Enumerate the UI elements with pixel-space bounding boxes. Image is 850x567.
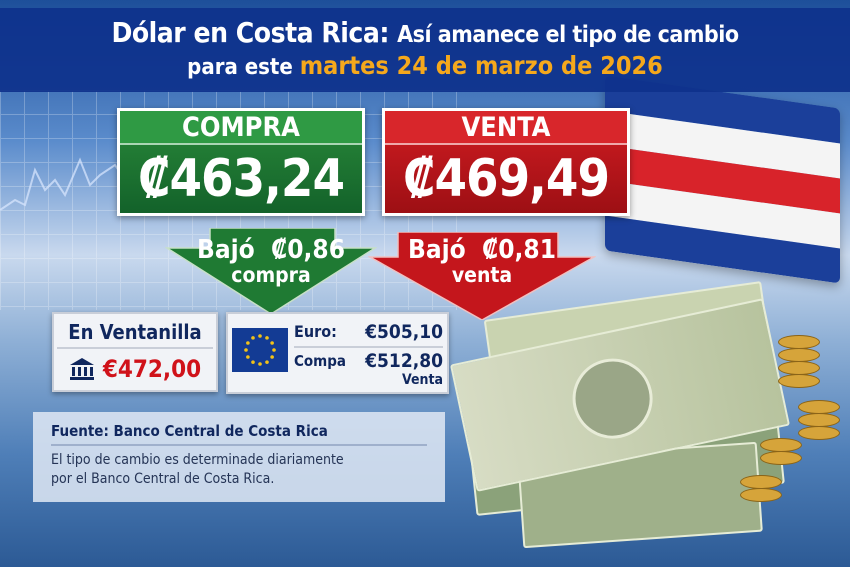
- star: [265, 336, 269, 340]
- bank-icon: [69, 358, 94, 380]
- star: [258, 334, 262, 338]
- euro-venta-value: €512,80: [365, 350, 443, 372]
- star: [258, 362, 262, 366]
- euro-venta-label: Venta: [401, 372, 443, 388]
- compra-label: COMPRA: [120, 111, 362, 145]
- venta-label: VENTA: [385, 111, 627, 145]
- stock-line-decoration: [0, 157, 126, 211]
- source-text-1: El tipo de cambio es determinade diariam…: [51, 452, 344, 468]
- costa-rica-flag: [605, 75, 840, 284]
- compra-change-arrow: Bajó ₡0,86 compra: [165, 228, 377, 314]
- star: [272, 348, 276, 352]
- compra-card: COMPRA ₡463,24: [117, 108, 365, 216]
- star: [246, 355, 250, 359]
- star: [246, 341, 250, 345]
- eu-flag-icon: [232, 328, 288, 372]
- ventanilla-card: En Ventanilla €472,00: [52, 312, 218, 392]
- date: martes 24 de marzo de 2026: [299, 51, 663, 80]
- euro-card: Euro: €505,10 Compa €512,80 Venta: [226, 312, 449, 394]
- star: [270, 341, 274, 345]
- down-arrow-icon: [165, 228, 377, 314]
- euro-compra-label: Compa: [294, 352, 347, 370]
- ventanilla-value: €472,00: [102, 355, 202, 383]
- venta-value: ₡469,49: [402, 149, 610, 209]
- source-panel: Fuente: Banco Central de Costa Rica El t…: [33, 412, 445, 502]
- compra-value: ₡463,24: [137, 149, 345, 209]
- star: [251, 360, 255, 364]
- euro-label: Euro:: [294, 322, 337, 341]
- venta-card: VENTA ₡469,49: [382, 108, 630, 216]
- compra-change-amount: ₡0,86: [270, 235, 345, 265]
- venta-change-amount: ₡0,81: [481, 235, 556, 265]
- star: [244, 348, 248, 352]
- star: [251, 336, 255, 340]
- ventanilla-title: En Ventanilla: [57, 317, 213, 349]
- source-title: Fuente: Banco Central de Costa Rica: [51, 420, 427, 446]
- star: [265, 360, 269, 364]
- source-text-2: por el Banco Central de Costa Rica.: [51, 471, 275, 487]
- down-arrow-icon: [368, 232, 596, 320]
- euro-compra-value: €505,10: [365, 321, 443, 343]
- header-banner: Dólar en Costa Rica: Así amanece el tipo…: [0, 8, 850, 92]
- page-subtitle: para este martes 24 de marzo de 2026: [187, 51, 663, 80]
- star: [270, 355, 274, 359]
- venta-change-arrow: Bajó ₡0,81 venta: [368, 232, 596, 320]
- page-title: Dólar en Costa Rica: Así amanece el tipo…: [111, 16, 739, 49]
